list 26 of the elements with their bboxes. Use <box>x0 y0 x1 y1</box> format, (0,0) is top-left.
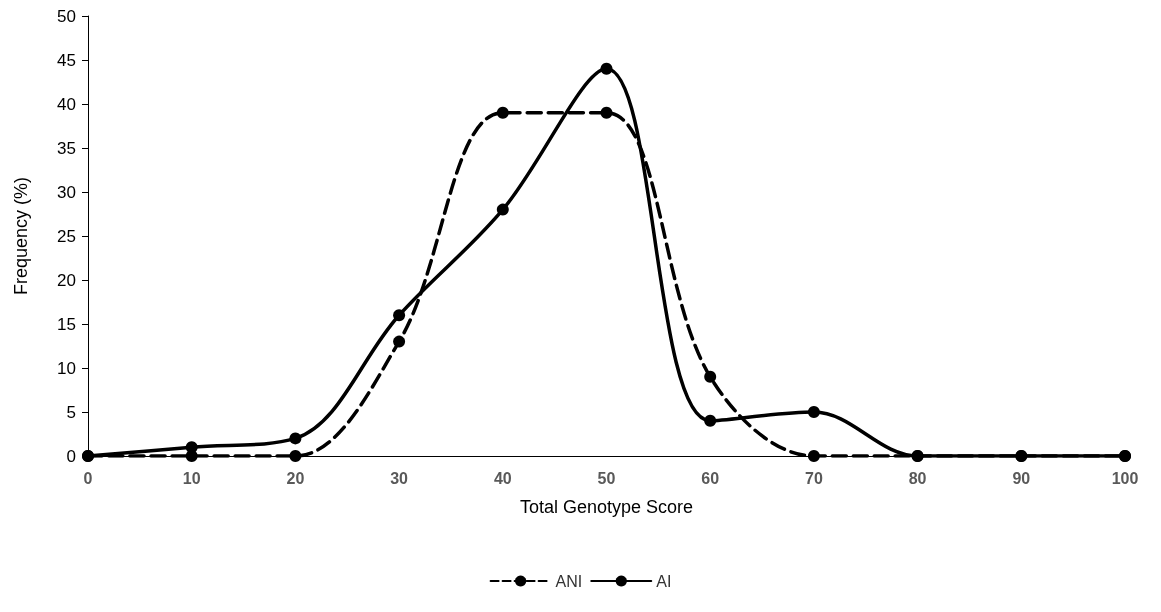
x-tick-label: 70 <box>805 469 823 487</box>
y-tick-label: 15 <box>57 314 76 334</box>
y-tick-label: 45 <box>57 50 76 70</box>
x-tick-label: 20 <box>286 469 305 487</box>
x-tick-label: 80 <box>908 469 927 487</box>
legend-label: AI <box>656 572 672 590</box>
y-axis-title: Frequency (%) <box>11 176 31 296</box>
x-tick-label: 50 <box>597 469 616 487</box>
y-tick-label: 40 <box>57 94 76 114</box>
y-tick-label: 0 <box>66 446 76 466</box>
legend-label: ANI <box>555 572 583 590</box>
x-tick-label: 0 <box>83 469 93 487</box>
x-axis-title: Total Genotype Score <box>519 497 694 517</box>
x-tick-label: 60 <box>701 469 720 487</box>
x-tick-label: 30 <box>390 469 409 487</box>
x-tick-label: 90 <box>1012 469 1031 487</box>
y-tick-label: 20 <box>57 270 76 290</box>
x-tick-label: 100 <box>1111 469 1139 487</box>
y-tick-label: 25 <box>57 226 76 246</box>
y-tick-label: 10 <box>57 358 76 378</box>
y-tick-label: 35 <box>57 138 76 158</box>
y-tick-label: 50 <box>57 6 76 26</box>
y-tick-label: 5 <box>66 402 76 422</box>
x-tick-label: 10 <box>182 469 201 487</box>
x-tick-label: 40 <box>493 469 512 487</box>
y-tick-label: 30 <box>57 182 76 202</box>
